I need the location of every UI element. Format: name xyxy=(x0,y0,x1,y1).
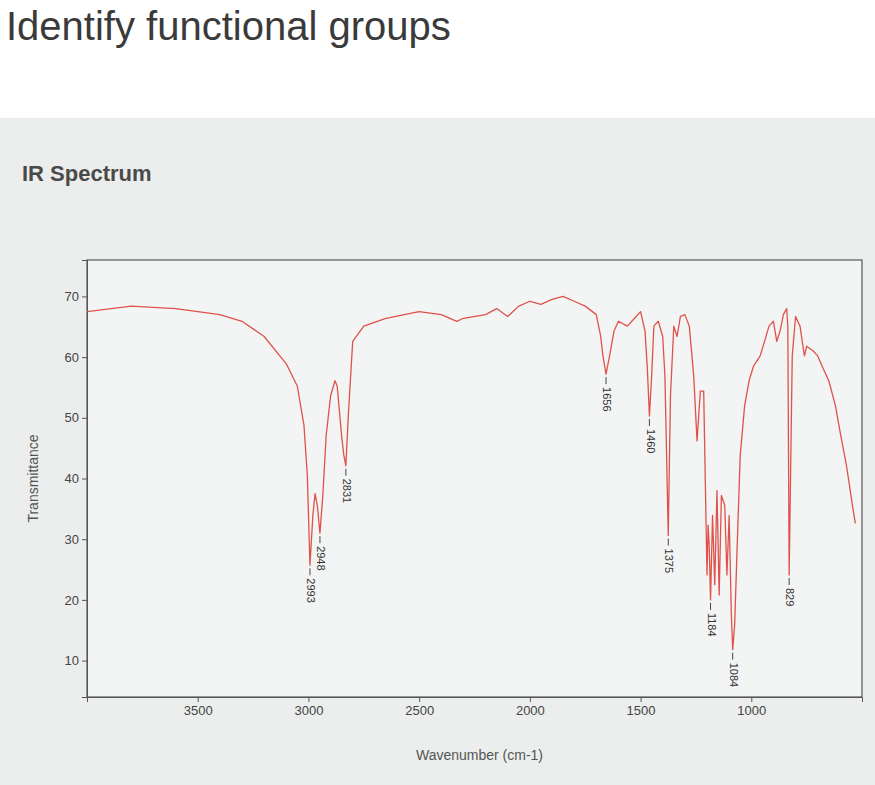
chart-title: IR Spectrum xyxy=(22,161,152,186)
plot-area xyxy=(87,260,862,697)
peak-tick xyxy=(309,568,310,575)
peak-label: 1656 xyxy=(601,387,613,411)
peak-tick xyxy=(649,419,650,426)
x-axis-line xyxy=(88,698,863,703)
peak-tick xyxy=(668,539,669,546)
x-tick-mark xyxy=(198,697,199,702)
x-tick: 3500 xyxy=(184,697,213,718)
peak-label: 1184 xyxy=(706,613,718,637)
x-tick-mark xyxy=(751,697,752,702)
x-tick: 2000 xyxy=(516,697,545,718)
y-axis: 10 20 30 40 50 60 70 xyxy=(65,261,88,698)
peak-annotations: 2993 2948 2831 1656 1460 1375 1184 1084 829 xyxy=(305,377,796,687)
x-tick-mark xyxy=(641,697,642,702)
y-tick: 70 xyxy=(65,289,87,304)
x-axis-title: Wavenumber (cm-1) xyxy=(416,747,543,763)
peak-tick xyxy=(345,469,346,476)
x-tick-mark xyxy=(530,697,531,702)
peak-label: 2993 xyxy=(305,578,317,602)
y-tick-label: 10 xyxy=(65,653,79,668)
peak-label: 1460 xyxy=(645,429,657,453)
peak-tick xyxy=(606,377,607,384)
x-tick-label: 2500 xyxy=(405,703,434,718)
plot-frame xyxy=(87,260,862,697)
y-tick: 50 xyxy=(65,410,87,425)
peak-label: 829 xyxy=(784,588,796,606)
x-tick: 2500 xyxy=(405,697,434,718)
y-tick-mark xyxy=(82,600,87,601)
x-tick: 1000 xyxy=(737,697,766,718)
peak-tick xyxy=(710,603,711,610)
series-group xyxy=(87,296,855,649)
x-tick-label: 3500 xyxy=(184,703,213,718)
y-tick-label: 70 xyxy=(65,289,79,304)
photo-background xyxy=(0,118,875,785)
heading: Identify functional groups xyxy=(6,4,451,48)
y-tick: 10 xyxy=(65,653,87,668)
y-axis-title: Transmittance xyxy=(25,434,41,522)
peak-tick xyxy=(319,536,320,543)
peak-label: 1375 xyxy=(663,549,675,573)
y-tick: 20 xyxy=(65,593,87,608)
x-tick-label: 1000 xyxy=(737,703,766,718)
x-tick: 3000 xyxy=(294,697,323,718)
x-tick-label: 3000 xyxy=(294,703,323,718)
page: Identify functional groups IR Spectrum 350… xyxy=(0,0,875,785)
y-tick-label: 40 xyxy=(65,471,79,486)
y-tick-mark xyxy=(82,661,87,662)
x-tick-mark xyxy=(308,697,309,702)
y-tick-label: 20 xyxy=(65,593,79,608)
x-tick-label: 1500 xyxy=(627,703,656,718)
y-tick-mark xyxy=(82,357,87,358)
y-tick-label: 60 xyxy=(65,350,79,365)
peak-tick xyxy=(732,653,733,660)
x-tick-mark xyxy=(419,697,420,702)
y-tick: 60 xyxy=(65,350,87,365)
y-tick-mark xyxy=(82,539,87,540)
y-tick-mark xyxy=(82,296,87,297)
x-tick-label: 2000 xyxy=(516,703,545,718)
peak-label: 1084 xyxy=(728,663,740,687)
y-tick-label: 50 xyxy=(65,410,79,425)
y-tick: 30 xyxy=(65,532,87,547)
spectrum-line xyxy=(87,296,855,649)
peak-label: 2948 xyxy=(315,546,327,570)
y-tick-mark xyxy=(82,418,87,419)
y-tick-mark xyxy=(82,479,87,480)
peak-label: 2831 xyxy=(341,479,353,503)
y-tick: 40 xyxy=(65,471,87,486)
x-axis: 3500 3000 2500 2000 1500 1000 xyxy=(88,697,863,718)
y-tick-label: 30 xyxy=(65,532,79,547)
peak-tick xyxy=(789,578,790,585)
x-tick: 1500 xyxy=(627,697,656,718)
